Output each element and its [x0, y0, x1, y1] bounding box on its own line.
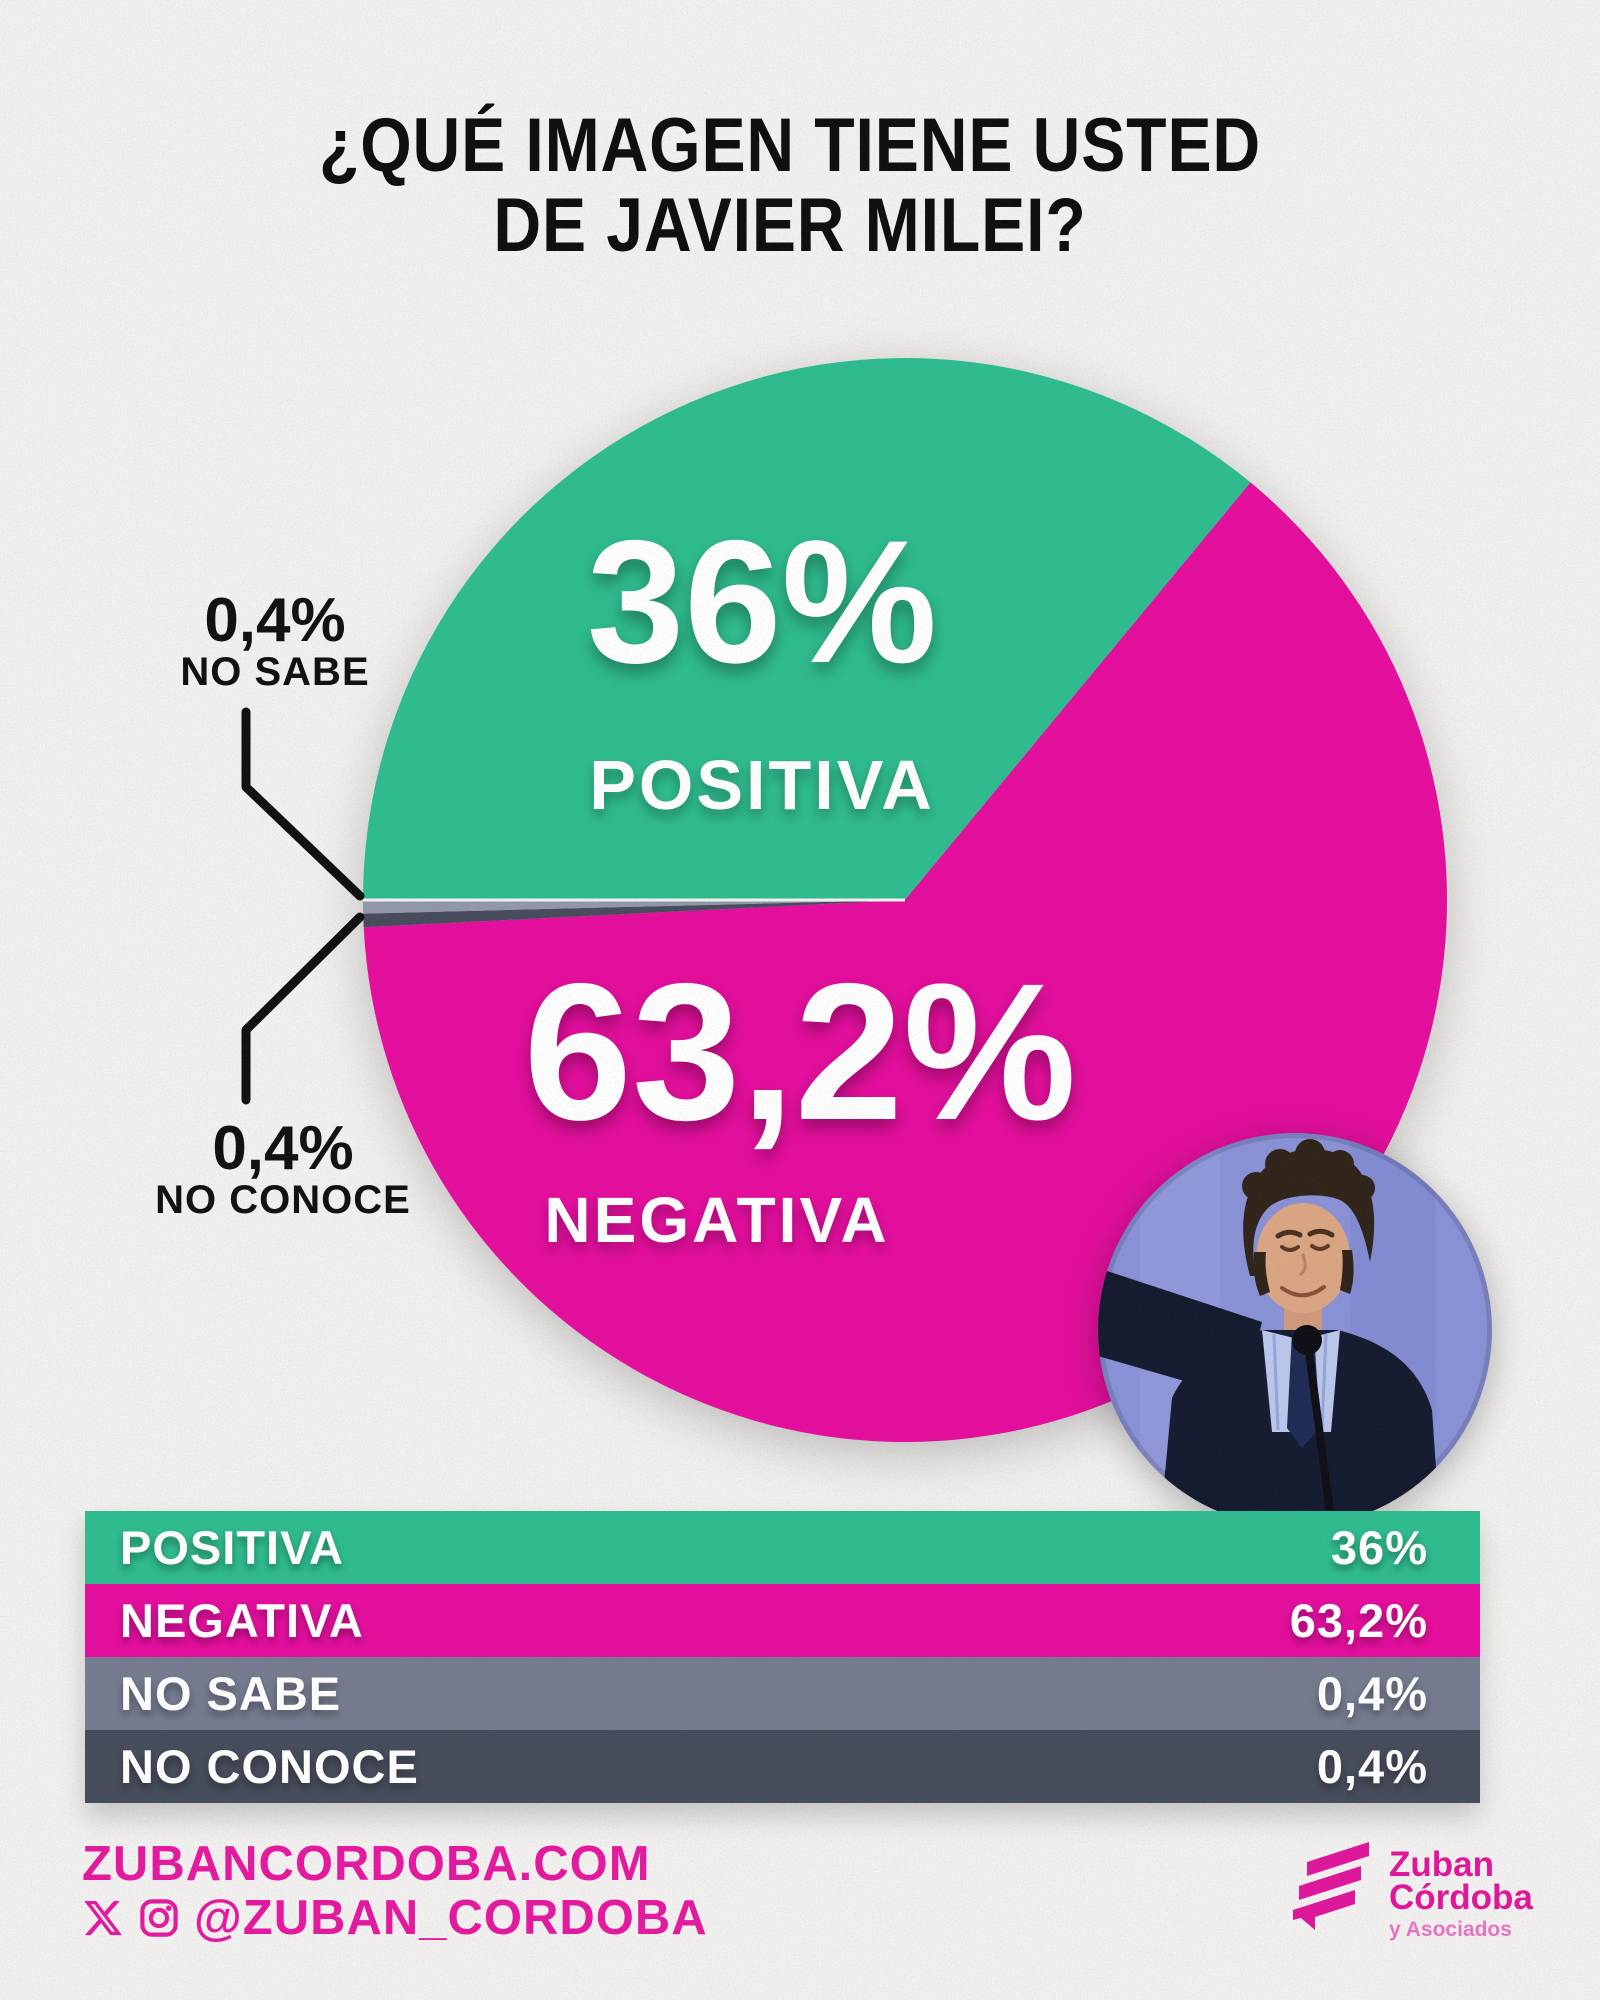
no-conoce-text-label: NO CONOCE [155, 1178, 411, 1222]
website-link[interactable]: ZUBANCORDOBA.COM [82, 1837, 651, 1891]
title-line-1: ¿QUÉ IMAGEN TIENE USTED [318, 103, 1262, 188]
positiva-text-label: POSITIVA [589, 746, 935, 824]
row-value: 0,4% [1316, 1667, 1428, 1720]
row-label: NO SABE [120, 1667, 342, 1720]
results-table: POSITIVA 36% NEGATIVA 63,2% NO SABE 0,4%… [85, 1511, 1480, 1803]
x-icon[interactable] [82, 1897, 124, 1939]
hair-curl [1242, 1172, 1270, 1200]
row-label: NEGATIVA [120, 1594, 364, 1647]
hair-curl [1265, 1149, 1295, 1179]
row-label: NO CONOCE [120, 1740, 419, 1793]
hair-curl [1326, 1150, 1354, 1178]
hair-curl [1349, 1175, 1375, 1201]
table-row: NO SABE 0,4% [85, 1657, 1480, 1730]
no-sabe-text-label: NO SABE [180, 650, 370, 694]
row-value: 36% [1330, 1521, 1428, 1574]
table-row: NO CONOCE 0,4% [85, 1730, 1480, 1803]
brand-name-line2: Córdoba [1389, 1878, 1533, 1917]
brand-name-line1: Zuban [1389, 1845, 1494, 1884]
row-value: 63,2% [1289, 1594, 1428, 1647]
no-sabe-value-label: 0,4% [204, 586, 346, 655]
positiva-value-label: 36% [586, 505, 938, 700]
no-conoce-value-label: 0,4% [212, 1114, 354, 1183]
brand-text: Zuban Córdoba y Asociados [1389, 1840, 1533, 1943]
no-conoce-callout-line [241, 912, 365, 1105]
title-line-2: DE JAVIER MILEI? [493, 183, 1087, 268]
negativa-text-label: NEGATIVA [544, 1184, 890, 1256]
row-value: 0,4% [1316, 1740, 1428, 1793]
milei-photo [1098, 1133, 1492, 1527]
brand-tagline: y Asociados [1389, 1918, 1512, 1941]
table-row: NEGATIVA 63,2% [85, 1584, 1480, 1657]
social-row: @ZUBAN_CORDOBA [82, 1890, 708, 1946]
social-handle[interactable]: @ZUBAN_CORDOBA [194, 1891, 708, 1945]
table-row: POSITIVA 36% [85, 1511, 1480, 1584]
zuban-cordoba-logo-icon [1293, 1842, 1369, 1930]
hair-curl [1295, 1139, 1325, 1169]
negativa-value-label: 63,2% [523, 943, 1077, 1161]
instagram-icon[interactable] [138, 1897, 180, 1939]
no-sabe-callout-line [241, 707, 365, 901]
brand-logo: Zuban Córdoba y Asociados [1293, 1840, 1533, 1943]
row-label: POSITIVA [120, 1521, 344, 1574]
page-title: ¿QUÉ IMAGEN TIENE USTED DE JAVIER MILEI? [0, 106, 1580, 266]
